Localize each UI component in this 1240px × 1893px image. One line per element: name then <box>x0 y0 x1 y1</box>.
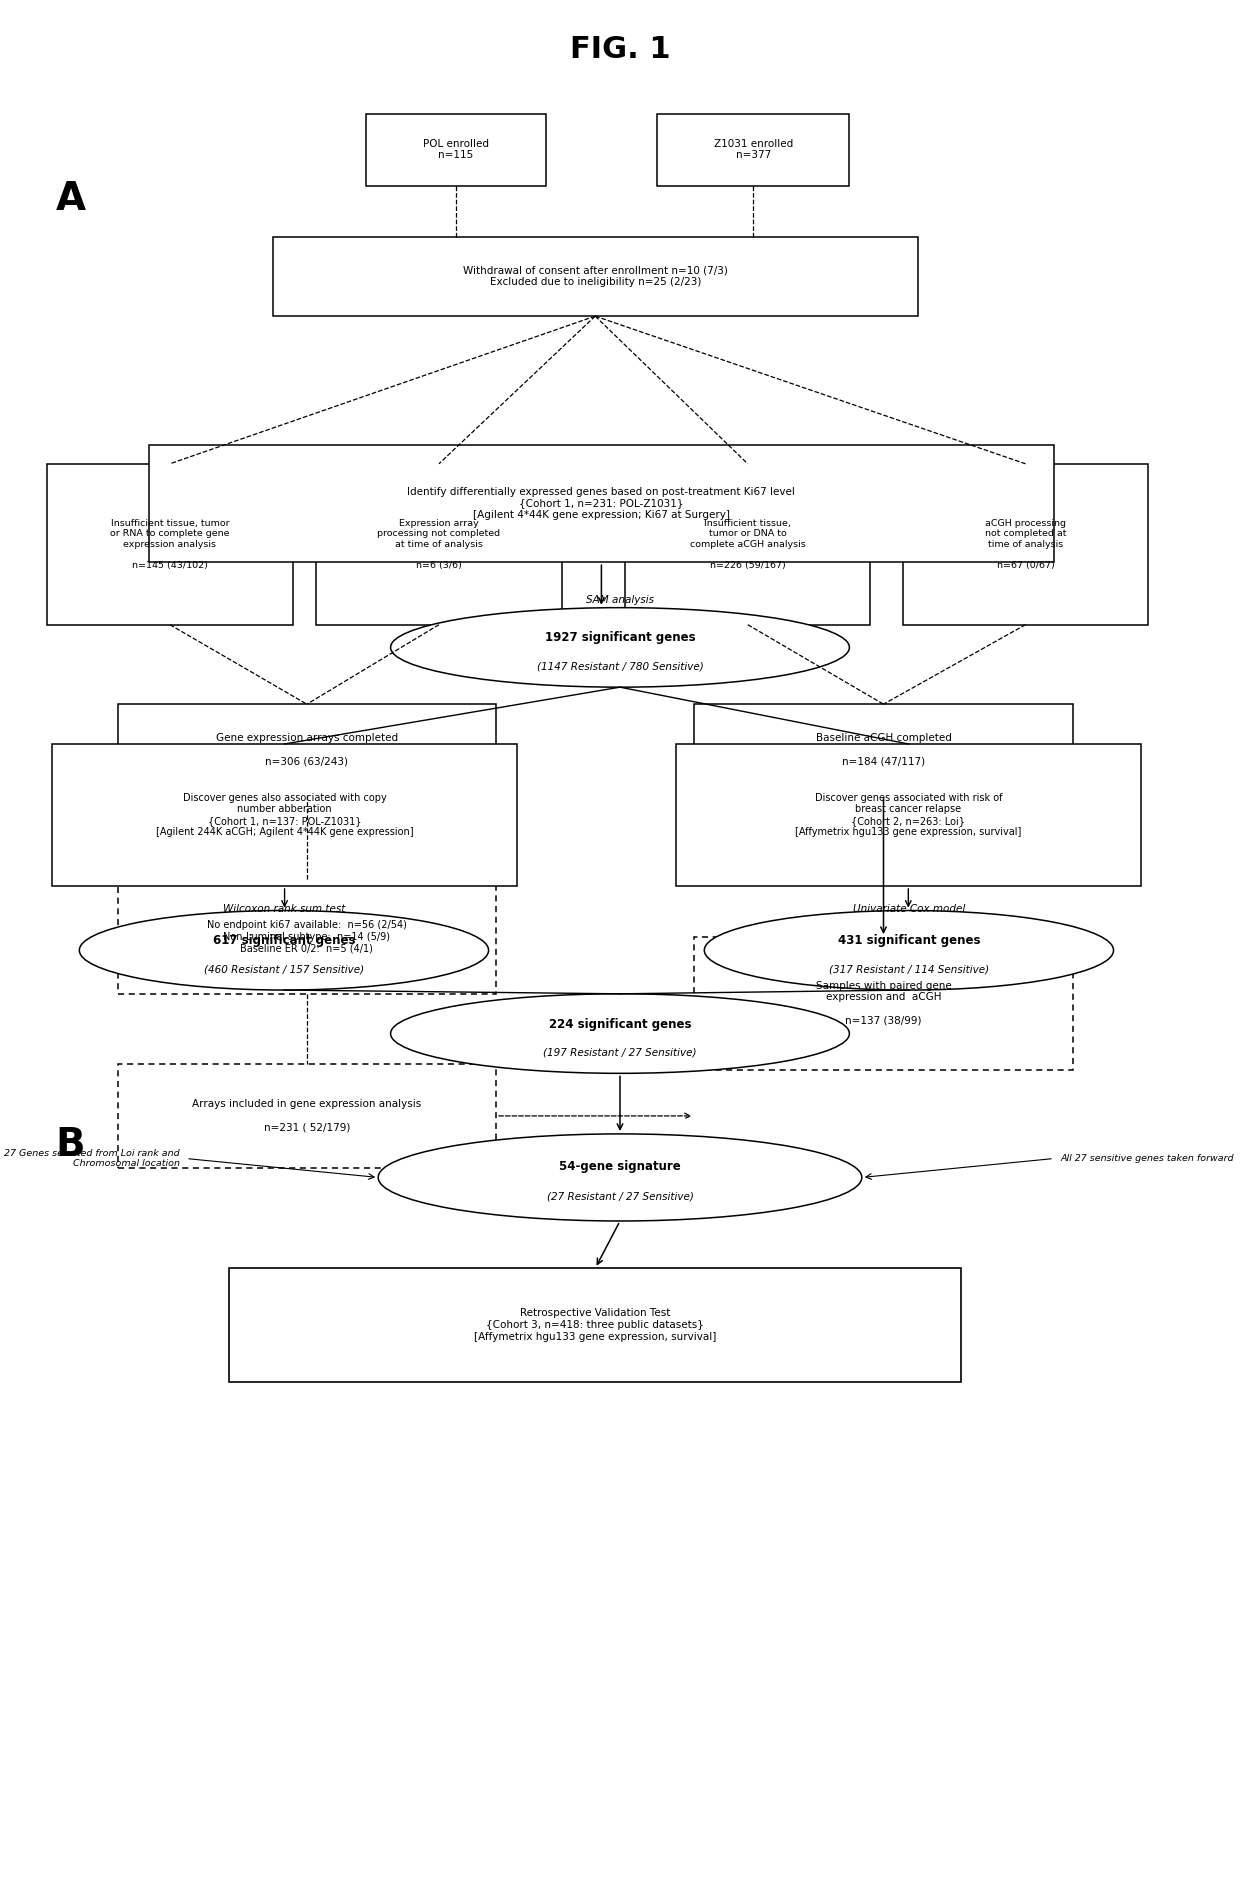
Text: (197 Resistant / 27 Sensitive): (197 Resistant / 27 Sensitive) <box>543 1047 697 1058</box>
FancyBboxPatch shape <box>657 114 849 186</box>
Text: Samples with paired gene
expression and  aCGH

n=137 (38/99): Samples with paired gene expression and … <box>816 981 951 1026</box>
Text: (317 Resistant / 114 Sensitive): (317 Resistant / 114 Sensitive) <box>828 964 990 975</box>
Ellipse shape <box>378 1134 862 1221</box>
Text: All 27 sensitive genes taken forward: All 27 sensitive genes taken forward <box>1060 1155 1234 1162</box>
FancyBboxPatch shape <box>118 704 496 795</box>
Text: (27 Resistant / 27 Sensitive): (27 Resistant / 27 Sensitive) <box>547 1191 693 1202</box>
Text: Insufficient tissue,
tumor or DNA to
complete aCGH analysis

n=226 (59/167): Insufficient tissue, tumor or DNA to com… <box>689 519 806 570</box>
Text: 1927 significant genes: 1927 significant genes <box>544 632 696 644</box>
Text: A: A <box>56 180 86 218</box>
Text: Identify differentially expressed genes based on post-treatment Ki67 level
{Coho: Identify differentially expressed genes … <box>408 487 795 521</box>
FancyBboxPatch shape <box>273 237 918 316</box>
FancyBboxPatch shape <box>52 744 517 886</box>
Text: Gene expression arrays completed

n=306 (63/243): Gene expression arrays completed n=306 (… <box>216 733 398 767</box>
Text: B: B <box>56 1126 86 1164</box>
Text: (460 Resistant / 157 Sensitive): (460 Resistant / 157 Sensitive) <box>203 964 365 975</box>
Text: 54-gene signature: 54-gene signature <box>559 1160 681 1172</box>
Text: Retrospective Validation Test
{Cohort 3, n=418: three public datasets}
[Affymetr: Retrospective Validation Test {Cohort 3,… <box>474 1308 717 1342</box>
Text: Arrays included in gene expression analysis

n=231 ( 52/179): Arrays included in gene expression analy… <box>192 1100 422 1132</box>
Text: FIG. 1: FIG. 1 <box>569 34 671 64</box>
Ellipse shape <box>391 608 849 687</box>
FancyBboxPatch shape <box>903 464 1148 625</box>
FancyBboxPatch shape <box>316 464 562 625</box>
FancyBboxPatch shape <box>229 1268 961 1382</box>
Text: 431 significant genes: 431 significant genes <box>838 935 980 946</box>
Text: Univariate Cox model: Univariate Cox model <box>853 903 965 914</box>
FancyBboxPatch shape <box>366 114 546 186</box>
Text: (1147 Resistant / 780 Sensitive): (1147 Resistant / 780 Sensitive) <box>537 661 703 672</box>
Text: Z1031 enrolled
n=377: Z1031 enrolled n=377 <box>714 138 792 161</box>
FancyBboxPatch shape <box>149 445 1054 562</box>
Ellipse shape <box>79 911 489 990</box>
Text: Withdrawal of consent after enrollment n=10 (7/3)
Excluded due to ineligibility : Withdrawal of consent after enrollment n… <box>463 265 728 288</box>
Ellipse shape <box>704 911 1114 990</box>
Text: No endpoint ki67 available:  n=56 (2/54)
Non-Luminal subtype:  n=14 (5/9)
Baseli: No endpoint ki67 available: n=56 (2/54) … <box>207 920 407 954</box>
FancyBboxPatch shape <box>694 937 1073 1070</box>
FancyBboxPatch shape <box>625 464 870 625</box>
FancyBboxPatch shape <box>118 1064 496 1168</box>
Text: 617 significant genes: 617 significant genes <box>213 935 355 946</box>
Text: POL enrolled
n=115: POL enrolled n=115 <box>423 138 489 161</box>
FancyBboxPatch shape <box>694 704 1073 795</box>
FancyBboxPatch shape <box>676 744 1141 886</box>
Text: Discover genes associated with risk of
breast cancer relapse
{Cohort 2, n=263: L: Discover genes associated with risk of b… <box>795 793 1022 837</box>
Text: Discover genes also associated with copy
number abberation
{Cohort 1, n=137: POL: Discover genes also associated with copy… <box>156 793 413 837</box>
Text: SAM analysis: SAM analysis <box>587 594 653 606</box>
Text: Expression array
processing not completed
at time of analysis

n=6 (3/6): Expression array processing not complete… <box>377 519 501 570</box>
Ellipse shape <box>391 994 849 1073</box>
Text: Wilcoxon rank sum test: Wilcoxon rank sum test <box>223 903 345 914</box>
FancyBboxPatch shape <box>47 464 293 625</box>
Text: aCGH processing
not completed at
time of analysis

n=67 (0/67): aCGH processing not completed at time of… <box>985 519 1066 570</box>
Text: Baseline aCGH completed

n=184 (47/117): Baseline aCGH completed n=184 (47/117) <box>816 733 951 767</box>
Text: Insufficient tissue, tumor
or RNA to complete gene
expression analysis

n=145 (4: Insufficient tissue, tumor or RNA to com… <box>110 519 229 570</box>
Text: 27 Genes selected from Loi rank and
Chromosomal location: 27 Genes selected from Loi rank and Chro… <box>4 1149 180 1168</box>
FancyBboxPatch shape <box>118 880 496 994</box>
Text: 224 significant genes: 224 significant genes <box>549 1018 691 1030</box>
